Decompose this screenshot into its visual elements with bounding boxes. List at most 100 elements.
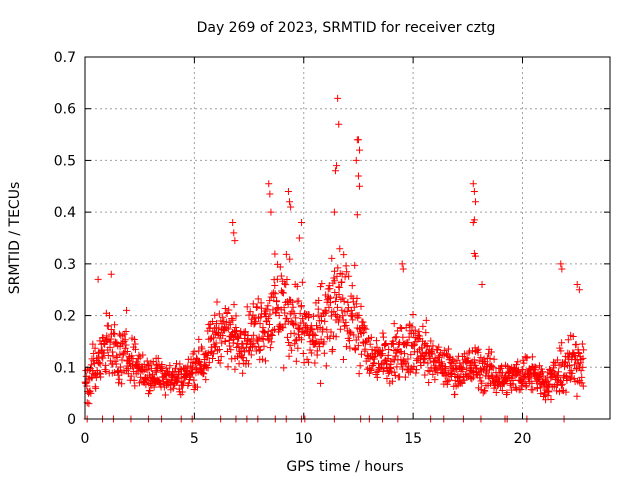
- data-point: [498, 362, 506, 370]
- data-point: [310, 312, 318, 320]
- data-point: [314, 311, 322, 319]
- data-point: [474, 345, 482, 353]
- data-point: [334, 264, 342, 272]
- data-point: [419, 322, 427, 330]
- data-point: [405, 333, 413, 341]
- data-point: [297, 302, 305, 310]
- data-point: [431, 376, 439, 384]
- data-point: [496, 382, 504, 390]
- data-point: [295, 324, 303, 332]
- data-point: [292, 321, 300, 329]
- data-point: [210, 334, 218, 342]
- data-point: [149, 370, 157, 378]
- data-point: [417, 362, 425, 370]
- data-point: [443, 350, 451, 358]
- data-point: [219, 332, 227, 340]
- data-point: [211, 311, 219, 319]
- data-point: [470, 187, 478, 195]
- data-point: [110, 329, 118, 337]
- data-point: [101, 366, 109, 374]
- axis-ticks: 0 0.1 0.2 0.3 0.4 0.5 0.6 0.7 0 5 10 15 20: [54, 50, 610, 447]
- data-point: [477, 353, 485, 361]
- data-point: [268, 338, 276, 346]
- data-point: [231, 237, 239, 245]
- data-point: [558, 339, 566, 347]
- data-point: [404, 339, 412, 347]
- data-point: [233, 327, 241, 335]
- data-point: [545, 388, 553, 396]
- data-point: [263, 305, 271, 313]
- data-point: [354, 136, 362, 144]
- data-point: [441, 372, 449, 380]
- data-point: [327, 328, 335, 336]
- data-point: [277, 272, 285, 280]
- data-point: [91, 344, 99, 352]
- data-point: [523, 354, 531, 362]
- data-point: [397, 348, 405, 356]
- data-point: [104, 352, 112, 360]
- data-point: [573, 392, 581, 400]
- data-point: [444, 377, 452, 385]
- data-point: [239, 344, 247, 352]
- data-point: [348, 310, 356, 318]
- data-point: [411, 326, 419, 334]
- data-point: [215, 345, 223, 353]
- data-point: [132, 345, 139, 353]
- data-point: [425, 378, 433, 386]
- data-point: [295, 297, 303, 305]
- data-point: [223, 310, 231, 318]
- data-point: [92, 384, 100, 392]
- data-point: [359, 318, 367, 326]
- data-point: [408, 323, 416, 331]
- data-point: [112, 360, 120, 368]
- data-point: [234, 353, 242, 361]
- data-point: [348, 282, 356, 290]
- data-point: [173, 378, 181, 386]
- data-point: [578, 340, 586, 348]
- data-point: [482, 367, 490, 375]
- data-point: [503, 389, 511, 397]
- data-point: [281, 280, 289, 288]
- data-point: [304, 358, 312, 366]
- data-point: [342, 343, 350, 351]
- data-point: [569, 333, 577, 341]
- data-point: [342, 262, 350, 270]
- data-point: [166, 362, 174, 370]
- data-point: [108, 348, 116, 356]
- data-point: [266, 344, 274, 352]
- data-point: [339, 355, 347, 363]
- data-point: [573, 281, 581, 289]
- y-tick-label: 0.2: [54, 309, 76, 325]
- data-point: [119, 332, 127, 340]
- data-point: [361, 338, 369, 346]
- data-point: [373, 343, 381, 351]
- data-point: [541, 390, 549, 398]
- data-point: [445, 345, 453, 353]
- data-point: [249, 300, 257, 308]
- data-point: [322, 362, 330, 370]
- data-point: [284, 300, 292, 308]
- data-point: [305, 332, 313, 340]
- data-point: [344, 298, 352, 306]
- data-point: [442, 364, 450, 372]
- data-point: [379, 333, 387, 341]
- data-point: [323, 296, 331, 304]
- data-point: [171, 364, 179, 372]
- data-point: [390, 320, 398, 328]
- data-point: [288, 298, 296, 306]
- data-point: [224, 363, 232, 371]
- data-point: [264, 327, 272, 335]
- data-point: [225, 306, 233, 314]
- data-point: [429, 370, 437, 378]
- data-point: [265, 180, 273, 188]
- data-point: [299, 328, 307, 336]
- data-point: [558, 380, 566, 388]
- data-point: [113, 352, 121, 360]
- data-point: [455, 378, 463, 386]
- data-point: [94, 275, 102, 283]
- data-point: [427, 337, 435, 345]
- data-point: [328, 254, 336, 262]
- data-point: [353, 211, 361, 219]
- data-point: [223, 348, 231, 356]
- data-point: [554, 356, 562, 364]
